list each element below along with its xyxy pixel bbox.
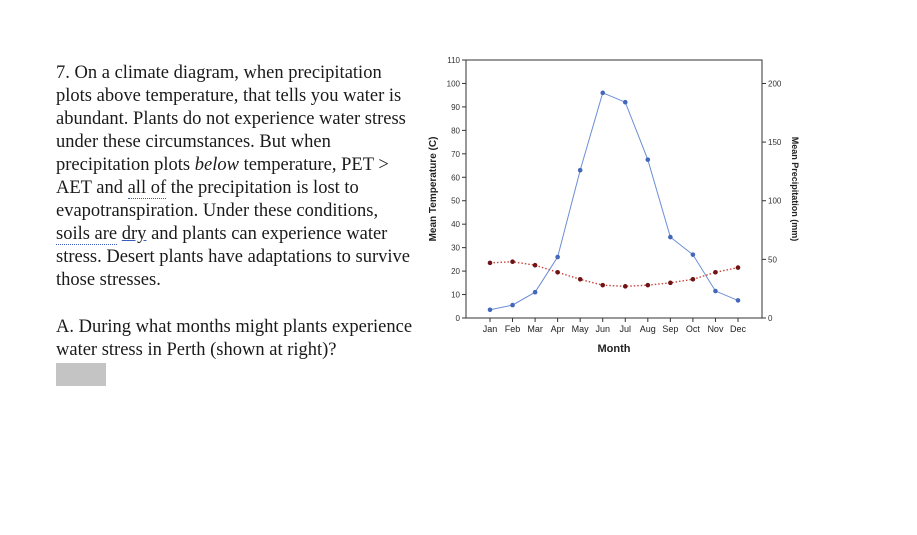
x-tick-label: Feb xyxy=(505,324,521,334)
precipitation-point xyxy=(487,307,493,313)
y-tick-label: 10 xyxy=(451,291,460,300)
x-tick-label: May xyxy=(572,324,590,334)
paragraph-text: and plants can experience water stress. … xyxy=(56,224,410,290)
answer-box[interactable] xyxy=(56,363,106,386)
y2-tick-label: 50 xyxy=(768,255,777,264)
x-tick-label: Jul xyxy=(620,324,632,334)
temperature-point xyxy=(735,265,741,270)
precipitation-point xyxy=(577,167,583,173)
climate-chart: 0 10 20 30 40 50 60 70 80 90 100 110 0 50 100 150 200 J… xyxy=(428,56,800,355)
question-a: A. During what months might plants exper… xyxy=(56,317,413,360)
temperature-point xyxy=(532,262,538,268)
temperature-point xyxy=(690,277,696,282)
temperature-point xyxy=(555,269,560,275)
x-tick-label: Apr xyxy=(551,324,565,334)
precipitation-point xyxy=(532,289,538,295)
precipitation-point xyxy=(645,157,651,162)
x-tick-label: Dec xyxy=(730,324,747,334)
plot-frame xyxy=(465,59,763,319)
instruction-text: 7. On a climate diagram, when precipitat… xyxy=(56,62,416,386)
y-tick-label: 40 xyxy=(451,220,460,229)
x-tick-label: Oct xyxy=(686,324,701,334)
y-tick-label: 50 xyxy=(451,197,460,206)
y-axis-right: 0 50 100 150 200 xyxy=(762,79,782,323)
y-tick-label: 110 xyxy=(447,56,460,65)
precipitation-point xyxy=(622,99,628,105)
y-tick-label: 90 xyxy=(451,103,460,112)
temperature-point xyxy=(600,282,606,288)
precipitation-point xyxy=(735,298,741,303)
precipitation-point xyxy=(555,254,560,260)
grammar-flag-soils-are: soils are xyxy=(56,224,118,245)
y-tick-label: 0 xyxy=(456,314,461,323)
x-axis-title: Month xyxy=(598,343,631,355)
temperature-point xyxy=(577,277,583,282)
y-tick-label: 80 xyxy=(451,126,460,135)
temperature-point xyxy=(668,280,673,286)
precipitation-point xyxy=(668,234,673,240)
paragraph-text: temperature, PET > AET and xyxy=(56,155,389,198)
precipitation-point xyxy=(713,288,718,294)
y2-tick-label: 200 xyxy=(768,79,782,88)
precipitation-point xyxy=(690,252,696,257)
temperature-point xyxy=(622,284,628,289)
temperature-point xyxy=(487,260,493,266)
x-tick-label: Sep xyxy=(662,324,678,334)
emphasis-below: below xyxy=(194,155,239,175)
grammar-flag-all-of: all of xyxy=(127,178,167,199)
precipitation-point xyxy=(510,302,515,308)
y-tick-label: 100 xyxy=(447,79,461,88)
temperature-line xyxy=(489,261,739,288)
precipitation-line xyxy=(489,92,739,311)
x-tick-label: Aug xyxy=(640,324,656,334)
y2-tick-label: 0 xyxy=(768,314,773,323)
temperature-point xyxy=(510,259,515,265)
x-tick-label: Mar xyxy=(527,324,543,334)
x-axis: Jan Feb Mar Apr May Jun Jul Aug Sep Oct Nov Dec xyxy=(483,318,747,334)
y-tick-label: 60 xyxy=(451,173,460,182)
paragraph-explanation: 7. On a climate diagram, when precipitat… xyxy=(56,62,416,292)
y2-axis-title: Mean Precipitation (mm) xyxy=(790,137,800,242)
temperature-point xyxy=(645,282,651,288)
paragraph-text: the precipitation is lost to evapotransp… xyxy=(56,178,379,221)
y-axis-left: 0 10 20 30 40 50 60 70 80 90 100 110 xyxy=(447,56,466,323)
series-layer xyxy=(487,90,741,313)
x-tick-label: Jun xyxy=(595,324,610,334)
y-tick-label: 20 xyxy=(451,267,460,276)
paragraph-text: 7. On a climate diagram, when precipitat… xyxy=(56,63,406,175)
y-tick-label: 30 xyxy=(451,244,460,253)
x-tick-label: Nov xyxy=(707,324,724,334)
y2-tick-label: 100 xyxy=(768,197,782,206)
temperature-point xyxy=(713,269,718,275)
y-axis-title: Mean Temperature (C) xyxy=(428,137,439,242)
x-tick-label: Jan xyxy=(483,324,498,334)
precipitation-point xyxy=(600,90,606,96)
underline-dry: dry xyxy=(121,224,147,244)
y2-tick-label: 150 xyxy=(768,138,782,147)
y-tick-label: 70 xyxy=(451,150,460,159)
